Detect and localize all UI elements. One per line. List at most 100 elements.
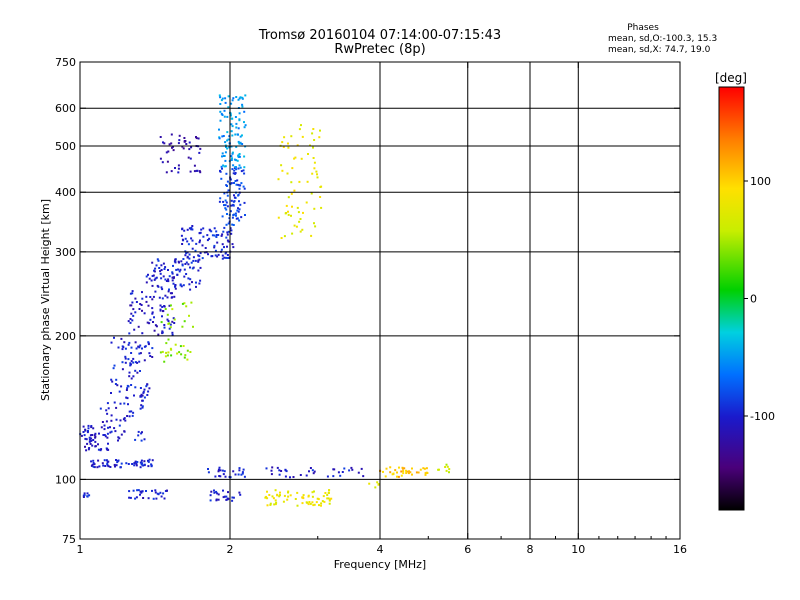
o-mode-point [109,466,112,468]
x-mode-point [328,498,331,501]
o-mode-point [191,239,194,242]
o-mode-point [145,275,148,278]
o-mode-point [218,475,221,477]
o-mode-point [232,246,235,249]
o-mode-point [89,434,92,437]
o-mode-point [183,140,186,143]
o-mode-point [183,137,186,139]
x-mode-point [310,192,313,195]
o-mode-point [105,409,108,412]
o-mode-point [221,243,224,246]
o-mode-point [243,187,246,190]
o-mode-point [115,464,118,467]
o-mode-point [238,491,241,494]
x-mode-point [323,500,326,503]
o-mode-point [119,402,122,405]
o-mode-point [270,473,273,476]
o-mode-point [230,232,233,235]
o-mode-point [107,426,109,429]
o-mode-point [280,470,283,472]
o-mode-point [165,151,168,154]
o-mode-point [243,475,246,478]
o-mode-point [159,157,162,160]
x-mode-point [264,496,267,499]
o-mode-point [210,490,213,493]
o-mode-point [209,499,212,502]
o-mode-point [166,160,169,163]
x-mode-point [266,504,269,507]
x-mode-point [269,502,272,505]
o-mode-point [140,393,143,396]
o-mode-point [139,387,142,389]
o-mode-point [120,337,123,340]
x-tick-label: 8 [527,543,534,556]
o-mode-point [184,254,187,257]
o-mode-point [223,115,226,118]
o-mode-point [119,419,122,422]
o-mode-point [231,216,234,219]
x-mode-point [396,471,398,474]
x-mode-point [295,225,298,228]
o-mode-point [226,245,228,248]
o-mode-point [240,182,243,185]
o-mode-point [90,460,93,463]
o-mode-point [309,467,312,469]
o-mode-point [231,168,234,171]
o-mode-point [120,462,123,465]
o-mode-point [104,465,107,467]
o-mode-point [87,424,90,427]
o-mode-point [232,214,235,217]
x-mode-point [305,201,308,204]
o-mode-point [238,155,241,158]
o-mode-point [159,272,162,275]
o-mode-point [236,133,239,136]
o-mode-point [227,189,230,192]
o-mode-point [348,469,351,472]
x-mode-point [190,301,193,304]
o-mode-point [215,230,218,233]
o-mode-point [141,309,143,312]
o-mode-point [167,320,170,323]
x-mode-point [181,325,184,328]
o-mode-point [128,332,131,335]
o-mode-point [133,462,136,465]
o-mode-point [145,490,147,492]
o-mode-point [233,196,236,199]
o-mode-point [140,432,143,435]
x-mode-point [286,498,289,501]
o-mode-point [134,386,137,389]
o-mode-point [135,347,138,350]
o-mode-point [131,292,134,295]
o-mode-point [123,341,126,344]
o-mode-point [188,141,191,144]
o-mode-point [143,359,146,362]
o-mode-point [168,275,171,278]
o-mode-point [224,475,227,478]
o-mode-point [139,466,142,469]
o-mode-point [236,159,239,162]
x-mode-point [397,475,400,478]
legend-title: Phases [627,23,659,33]
o-mode-point [235,126,238,129]
o-mode-point [110,341,113,344]
o-mode-point [357,471,360,474]
o-mode-point [238,187,241,190]
o-mode-point [88,494,91,497]
o-mode-point [110,414,113,417]
o-mode-point [270,469,273,472]
x-mode-point [316,497,319,500]
o-mode-point [234,172,237,174]
o-mode-point [159,136,162,138]
o-mode-point [199,171,202,174]
o-mode-point [156,284,159,287]
o-mode-point [99,449,102,452]
o-mode-point [191,267,194,270]
o-mode-point [84,437,87,440]
x-mode-point [279,494,281,497]
data-points [79,94,451,507]
x-mode-point [302,494,305,497]
o-mode-point [154,324,157,327]
o-mode-point [159,304,162,307]
x-mode-point [424,473,427,476]
o-mode-point [131,301,134,304]
